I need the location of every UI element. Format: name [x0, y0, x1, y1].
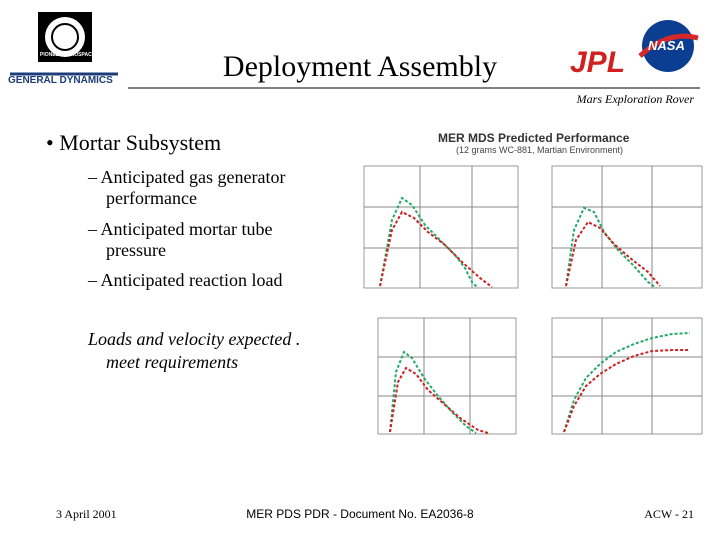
nasa-logo [642, 20, 694, 72]
curve [563, 332, 691, 433]
figure-title: MER MDS Predicted Performance [438, 131, 630, 145]
chart-panel [377, 317, 517, 435]
chart-panel [551, 165, 703, 289]
pioneer-emblem [45, 17, 85, 57]
note: Loads and velocity expected . [88, 329, 301, 349]
curve [389, 350, 477, 434]
panel-frame [363, 165, 519, 289]
sub-bullet: – Anticipated reaction load [88, 270, 283, 290]
curve [379, 210, 493, 288]
panel-frame [551, 165, 703, 289]
bullet-text: Mortar Subsystem [59, 130, 222, 155]
bullet: • Mortar Subsystem [46, 130, 222, 155]
note: meet requirements [106, 352, 239, 372]
sub-bullet-cont: pressure [106, 240, 166, 260]
curve [563, 349, 690, 433]
pioneer-text: PIONEER AEROSPACE [40, 52, 96, 58]
footer-page: ACW - 21 [644, 507, 694, 521]
curve [565, 220, 661, 287]
title: Deployment Assembly [222, 50, 498, 83]
panel-frame [551, 317, 703, 435]
footer-doc: MER PDS PDR - Document No. EA2036-8 [246, 507, 474, 521]
figure-subtitle: (12 grams WC-881, Martian Environment) [456, 145, 624, 155]
sub-bullet-text: Anticipated gas generator [100, 167, 286, 187]
chart-panel [363, 165, 519, 289]
sub-bullet-cont: performance [106, 188, 197, 208]
sub-bullet-text: Anticipated reaction load [100, 270, 283, 290]
footer-date: 3 April 2001 [56, 507, 117, 521]
gd-text: GENERAL DYNAMICS [8, 75, 113, 86]
pioneer-emblem-ring [51, 23, 79, 51]
panel-frame [377, 317, 517, 435]
nasa-text: NASA [648, 38, 685, 53]
chart-panel [551, 317, 703, 435]
nasa-swoosh [638, 33, 699, 58]
curve [379, 196, 479, 289]
curve [389, 366, 489, 434]
sub-bullet-text: Anticipated mortar tube [100, 219, 273, 239]
jpl-text: JPL [570, 46, 626, 79]
sub-bullet: – Anticipated gas generator [88, 167, 286, 187]
sub-bullet: – Anticipated mortar tube [88, 219, 273, 239]
subtitle: Mars Exploration Rover [576, 92, 694, 106]
